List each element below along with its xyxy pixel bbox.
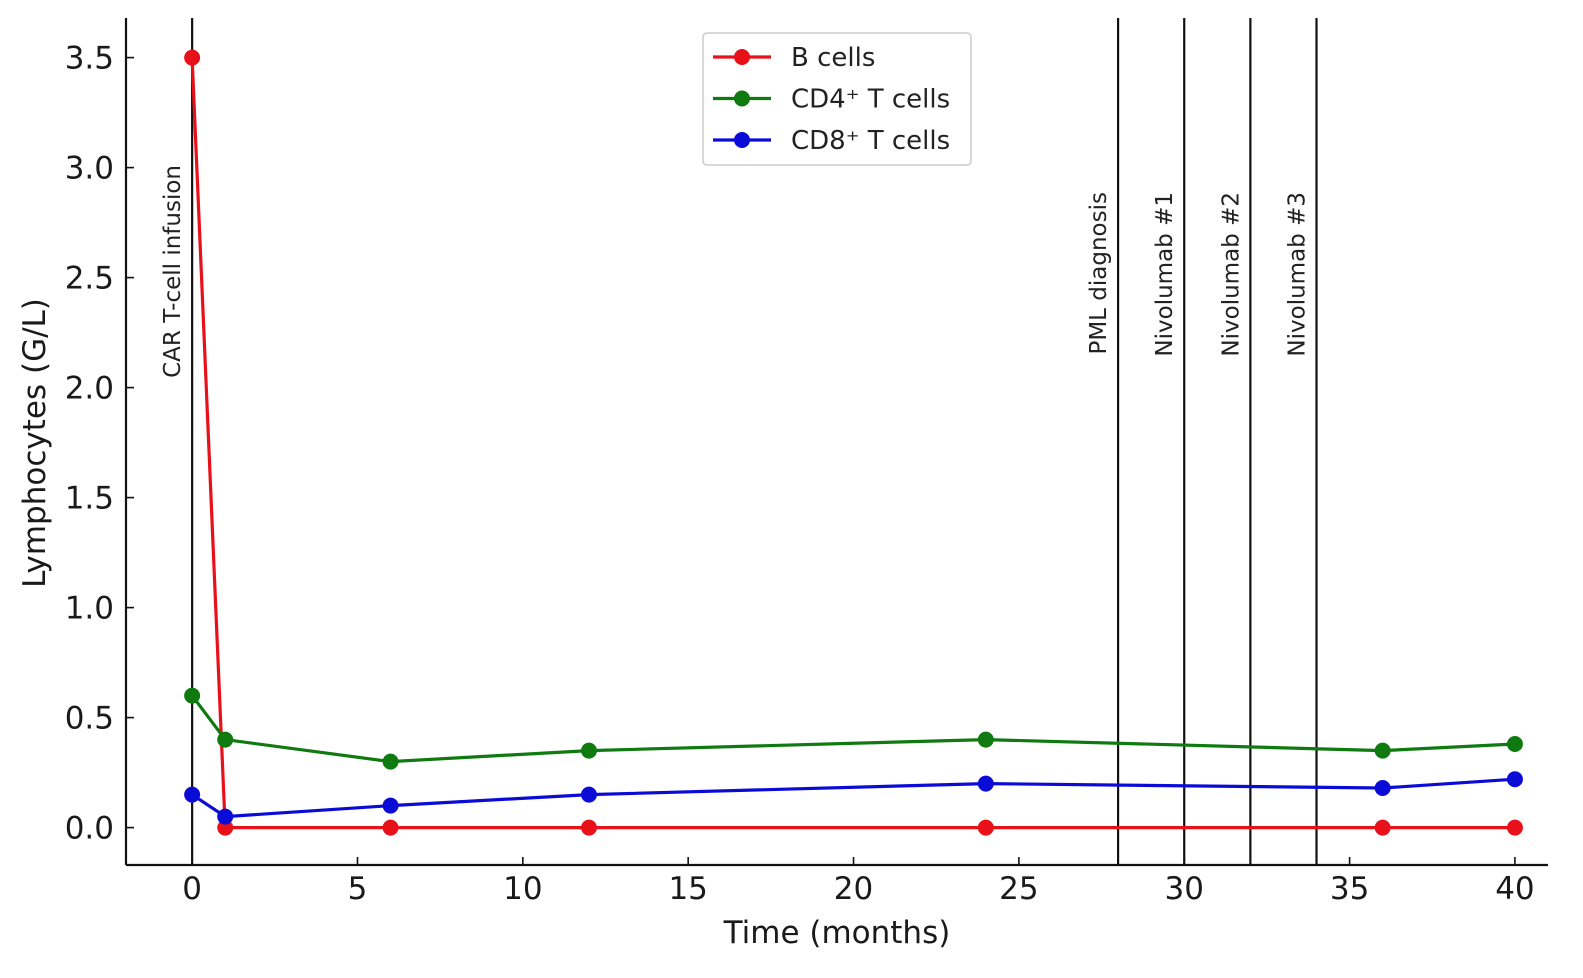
series-markers bbox=[184, 49, 1523, 836]
event-label: CAR T-cell infusion bbox=[160, 165, 186, 378]
event-label: PML diagnosis bbox=[1086, 192, 1112, 355]
x-tick-label: 25 bbox=[999, 871, 1038, 907]
y-tick-label: 2.0 bbox=[65, 371, 114, 407]
data-point bbox=[977, 731, 994, 748]
y-axis-label: Lymphocytes (G/L) bbox=[17, 298, 53, 588]
legend-marker bbox=[734, 90, 750, 107]
event-label: Nivolumab #1 bbox=[1152, 192, 1178, 357]
data-point bbox=[1374, 780, 1391, 796]
data-point bbox=[580, 819, 597, 836]
x-tick-label: 30 bbox=[1165, 871, 1204, 907]
data-point bbox=[580, 786, 597, 803]
y-tick-label: 2.5 bbox=[65, 261, 114, 297]
y-tick-label: 1.0 bbox=[65, 591, 114, 627]
x-tick-label: 15 bbox=[668, 871, 707, 907]
data-point bbox=[217, 819, 234, 836]
legend-box bbox=[702, 32, 972, 166]
x-tick-label: 20 bbox=[834, 871, 873, 907]
data-point bbox=[1506, 771, 1523, 788]
legend-label: CD4⁺ T cells bbox=[791, 85, 950, 115]
data-point bbox=[382, 753, 399, 770]
y-tick-label: 0.5 bbox=[65, 701, 114, 737]
y-tick-label: 3.5 bbox=[65, 41, 114, 77]
data-point bbox=[977, 819, 994, 836]
event-labels: CAR T-cell infusion PML diagnosis Nivoluma… bbox=[160, 165, 1310, 378]
data-point bbox=[382, 797, 399, 814]
data-point bbox=[1506, 819, 1523, 836]
x-tick-label: 0 bbox=[182, 871, 202, 907]
data-point bbox=[217, 808, 234, 825]
y-tick-label: 3.0 bbox=[65, 151, 114, 187]
x-tick-label: 40 bbox=[1495, 871, 1534, 907]
data-point bbox=[580, 742, 597, 759]
legend-marker bbox=[734, 49, 750, 65]
axes: 0 5 10 15 20 25 30 35 40 0.0 0.5 1.0 1.5 2.0 2.5 3.0 3.5 bbox=[65, 18, 1548, 907]
x-tick-label: 35 bbox=[1330, 871, 1369, 907]
y-tick-label: 1.5 bbox=[65, 481, 114, 517]
data-point bbox=[184, 786, 201, 803]
x-tick-label: 10 bbox=[503, 871, 542, 907]
x-tick-label: 5 bbox=[348, 871, 368, 907]
legend-label: CD8⁺ T cells bbox=[791, 126, 950, 156]
data-point bbox=[184, 687, 201, 704]
data-point bbox=[217, 731, 234, 748]
data-point bbox=[1374, 819, 1391, 836]
data-point bbox=[382, 819, 399, 836]
data-point bbox=[1374, 742, 1391, 759]
x-axis-label: Time (months) bbox=[723, 915, 951, 951]
y-tick-label: 0.0 bbox=[65, 811, 114, 847]
event-label: Nivolumab #3 bbox=[1285, 192, 1311, 357]
legend: B cells CD4⁺ T cells CD8⁺ T cells bbox=[702, 32, 972, 166]
event-lines bbox=[191, 18, 1318, 865]
data-point bbox=[977, 775, 994, 792]
event-label: Nivolumab #2 bbox=[1218, 192, 1244, 357]
data-point bbox=[1506, 736, 1523, 752]
legend-marker bbox=[734, 132, 750, 148]
data-point bbox=[184, 49, 201, 66]
legend-label: B cells bbox=[791, 43, 875, 73]
